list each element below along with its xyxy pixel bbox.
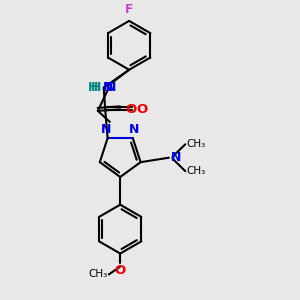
Text: O: O bbox=[125, 103, 136, 116]
Text: O: O bbox=[136, 103, 148, 116]
Text: N: N bbox=[103, 81, 113, 94]
Text: N: N bbox=[106, 81, 117, 94]
Text: CH₃: CH₃ bbox=[88, 269, 107, 279]
Text: N: N bbox=[170, 151, 181, 164]
Text: H: H bbox=[88, 81, 98, 94]
Text: H: H bbox=[91, 81, 101, 94]
Text: N: N bbox=[101, 123, 111, 136]
Text: F: F bbox=[125, 3, 134, 16]
Text: CH₃: CH₃ bbox=[187, 139, 206, 149]
Text: CH₃: CH₃ bbox=[187, 166, 206, 176]
Text: O: O bbox=[115, 264, 126, 277]
Text: N: N bbox=[129, 123, 140, 136]
